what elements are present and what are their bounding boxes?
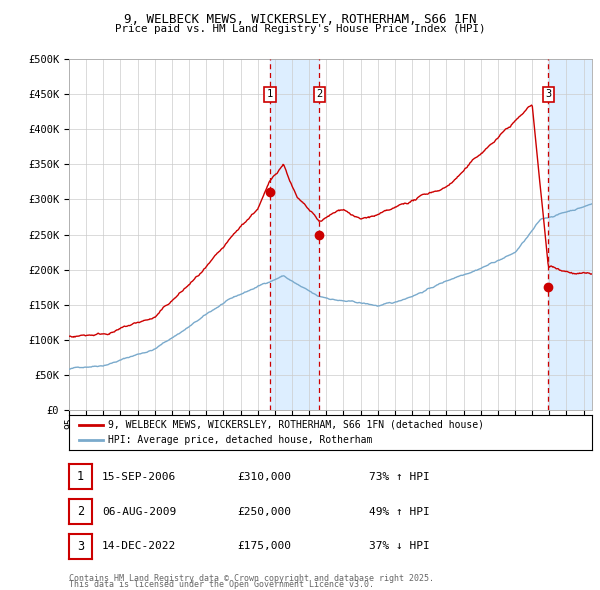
Text: This data is licensed under the Open Government Licence v3.0.: This data is licensed under the Open Gov… xyxy=(69,580,374,589)
Text: £175,000: £175,000 xyxy=(237,542,291,551)
Text: 1: 1 xyxy=(77,470,84,483)
Text: Price paid vs. HM Land Registry's House Price Index (HPI): Price paid vs. HM Land Registry's House … xyxy=(115,24,485,34)
Text: 06-AUG-2009: 06-AUG-2009 xyxy=(102,507,176,516)
Text: HPI: Average price, detached house, Rotherham: HPI: Average price, detached house, Roth… xyxy=(108,435,373,445)
Bar xyxy=(548,59,592,410)
Text: 2: 2 xyxy=(77,505,84,518)
Text: Contains HM Land Registry data © Crown copyright and database right 2025.: Contains HM Land Registry data © Crown c… xyxy=(69,574,434,583)
Text: £310,000: £310,000 xyxy=(237,472,291,481)
Text: 3: 3 xyxy=(77,540,84,553)
Text: 14-DEC-2022: 14-DEC-2022 xyxy=(102,542,176,551)
Text: £250,000: £250,000 xyxy=(237,507,291,516)
Text: 2: 2 xyxy=(316,89,322,99)
Text: 1: 1 xyxy=(267,89,273,99)
Bar xyxy=(270,59,319,410)
Text: 37% ↓ HPI: 37% ↓ HPI xyxy=(369,542,430,551)
Text: 15-SEP-2006: 15-SEP-2006 xyxy=(102,472,176,481)
Text: 73% ↑ HPI: 73% ↑ HPI xyxy=(369,472,430,481)
Text: 49% ↑ HPI: 49% ↑ HPI xyxy=(369,507,430,516)
Text: 3: 3 xyxy=(545,89,551,99)
Text: 9, WELBECK MEWS, WICKERSLEY, ROTHERHAM, S66 1FN: 9, WELBECK MEWS, WICKERSLEY, ROTHERHAM, … xyxy=(124,13,476,26)
Text: 9, WELBECK MEWS, WICKERSLEY, ROTHERHAM, S66 1FN (detached house): 9, WELBECK MEWS, WICKERSLEY, ROTHERHAM, … xyxy=(108,419,484,430)
